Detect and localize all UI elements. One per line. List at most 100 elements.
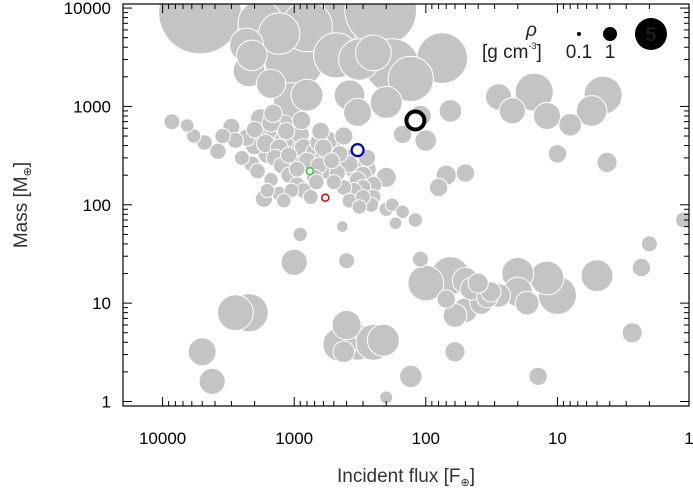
y-axis-title-end: ] (11, 162, 32, 167)
planet-point (533, 102, 561, 130)
planet-point (351, 199, 367, 215)
planet-point (621, 322, 643, 344)
x-tick-label: 100 (412, 429, 440, 448)
planet-point (259, 182, 275, 199)
x-axis-ticks: 10000 1000 100 10 1 (122, 4, 693, 448)
planet-point (163, 113, 181, 131)
planet-point (288, 160, 306, 178)
planet-point (498, 97, 526, 125)
planet-point (392, 124, 413, 145)
planet-point (414, 129, 438, 152)
svg-text:Mass [M⊕]: Mass [M⊕] (11, 162, 34, 248)
svg-text:Incident flux [F⊕]: Incident flux [F⊕] (337, 466, 475, 489)
planet-point (369, 85, 403, 119)
planet-point (438, 99, 463, 123)
x-tick-label: 1000 (275, 429, 313, 448)
planet-point (198, 367, 226, 395)
legend-marker-5 (635, 18, 667, 50)
planet-point (255, 68, 287, 99)
x-axis-title: Incident flux [F⊕] (337, 466, 475, 489)
legend-label-1: 1 (605, 42, 616, 63)
planet-point (407, 212, 424, 228)
planet-point (214, 127, 231, 145)
planet-point (529, 260, 565, 296)
y-tick-label: 1 (102, 392, 111, 411)
planet-point (355, 34, 392, 72)
planet-point (302, 189, 319, 205)
planet-point (411, 250, 429, 268)
y-axis-title-text: Mass [M (11, 176, 32, 248)
planet-point (233, 149, 250, 166)
planet-point (332, 340, 356, 364)
planet-point (366, 323, 400, 357)
planet-point (444, 341, 466, 363)
planet-point (547, 144, 568, 164)
planet-point (249, 162, 266, 180)
planet-point (675, 211, 689, 229)
y-tick-label: 1000 (73, 97, 111, 116)
planet-point (399, 364, 423, 389)
planet-point (331, 309, 362, 341)
planet-point (209, 142, 227, 161)
y-tick-label: 10 (92, 294, 111, 313)
legend-label-0.1: 0.1 (566, 42, 592, 63)
planet-point (311, 121, 331, 141)
planet-point (436, 289, 456, 309)
x-tick-label: 10000 (139, 429, 186, 448)
planet-point (280, 248, 308, 276)
planet-point (558, 113, 583, 137)
planet-point (580, 259, 614, 293)
planet-point (387, 55, 434, 103)
density-legend: ρ [g cm-3] 0.1 1 5 (482, 18, 667, 63)
planet-point (187, 337, 217, 367)
y-axis-title: Mass [M⊕] (11, 162, 34, 248)
planet-point (314, 138, 333, 158)
legend-unit-end: ] (536, 42, 541, 63)
legend-unit-exp: -3 (528, 41, 536, 51)
planet-point (596, 151, 618, 173)
planet-point (384, 197, 400, 213)
y-axis-title-sub: ⊕ (22, 167, 34, 176)
planet-point (343, 97, 373, 127)
planet-point (245, 120, 264, 139)
planet-point (334, 126, 354, 146)
legend-unit-text: [g cm (482, 42, 528, 63)
planet-point (455, 163, 476, 183)
planet-point (276, 193, 292, 209)
x-axis-title-text: Incident flux [F (337, 466, 461, 487)
planet-point (338, 252, 356, 270)
highlight-red-point (321, 193, 330, 202)
planet-point (292, 226, 308, 243)
planet-point (575, 95, 608, 127)
legend-unit: [g cm-3] (482, 41, 542, 63)
planet-point (631, 257, 652, 278)
x-tick-label: 10 (548, 429, 567, 448)
planet-point (179, 118, 195, 133)
planet-point (291, 110, 312, 131)
planet-point (528, 366, 548, 387)
highlight-black-point (404, 109, 427, 132)
planet-point (442, 303, 468, 328)
highlight-blue-point (350, 143, 365, 158)
x-tick-label: 1 (684, 429, 693, 448)
planet-point (467, 272, 489, 294)
legend-label-5: 5 (646, 25, 657, 46)
planet-point (290, 78, 324, 112)
planet-point (514, 290, 540, 316)
legend-marker-1 (603, 27, 617, 41)
planet-point (336, 220, 349, 233)
planet-bubbles (158, 4, 689, 405)
highlighted-planets (305, 109, 427, 202)
planet-point (308, 173, 325, 191)
planet-point (236, 39, 268, 72)
planet-point (283, 182, 300, 199)
highlight-green-point (305, 166, 315, 176)
planet-point (158, 4, 242, 55)
x-axis-title-sub: ⊕ (461, 477, 470, 489)
planet-point (428, 177, 449, 198)
y-axis-ticks: 1 10 100 1000 10000 (64, 0, 689, 411)
planet-point (280, 146, 298, 164)
legend-rho-symbol: ρ (525, 20, 537, 41)
planet-point (388, 216, 403, 230)
